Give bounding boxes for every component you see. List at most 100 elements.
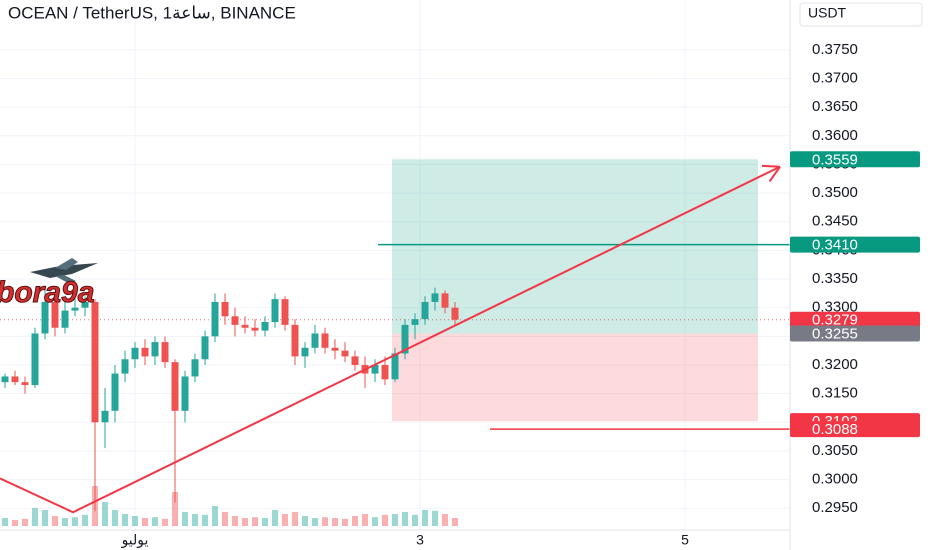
currency[interactable]: USDT — [808, 5, 847, 21]
volume-bar — [172, 492, 178, 526]
volume-bar — [262, 518, 268, 526]
candle-body — [451, 307, 459, 320]
x-tick-label: 3 — [416, 532, 424, 548]
chart-title: OCEAN / TetherUS, 1ساعة, BINANCE — [8, 3, 296, 22]
candle-body — [31, 333, 39, 386]
jet-wing — [55, 258, 78, 270]
candle-body — [431, 293, 439, 302]
candle-body — [221, 301, 229, 317]
candle-body — [141, 347, 149, 357]
volume-bar — [42, 510, 48, 526]
volume-bar — [122, 514, 128, 526]
y-tick-label: 0.3700 — [812, 69, 858, 86]
y-tick-label: 0.3600 — [812, 127, 858, 144]
candle-body — [51, 301, 59, 328]
candle-body — [171, 362, 179, 411]
y-tick-label: 0.3650 — [812, 98, 858, 115]
candle-body — [311, 333, 319, 348]
price-tag-label: 0.3559 — [812, 151, 858, 168]
x-tick-label: 5 — [681, 532, 689, 548]
candle-body — [421, 301, 429, 320]
candle-body — [441, 293, 449, 308]
candle-body — [301, 347, 309, 357]
volume-bar — [192, 514, 198, 526]
volume-bar — [232, 516, 238, 526]
candle-body — [191, 359, 199, 377]
position-profit-zone — [392, 159, 758, 334]
candle-body — [81, 301, 89, 308]
volume-bar — [252, 517, 258, 526]
candle-body — [201, 336, 209, 360]
y-tick-label: 0.3200 — [812, 356, 858, 373]
volume-bar — [442, 514, 448, 526]
volume-bar — [352, 516, 358, 526]
volume-bar — [102, 502, 108, 526]
candle-body — [151, 342, 159, 357]
volume-bar — [402, 512, 408, 526]
volume-bar — [432, 510, 438, 526]
candle-body — [391, 353, 399, 380]
jet-icon — [30, 263, 98, 278]
volume-bar — [152, 517, 158, 526]
y-tick-label: 0.3000 — [812, 471, 858, 488]
volume-bar — [372, 517, 378, 526]
price-tag-label: 0.3088 — [812, 421, 858, 438]
price-tag-label: 0.3279 — [812, 312, 858, 329]
volume-bar — [32, 508, 38, 526]
volume-bar — [312, 518, 318, 526]
candle-body — [111, 373, 119, 411]
candle-body — [11, 376, 19, 383]
candle-body — [61, 310, 69, 328]
candle-body — [321, 333, 329, 348]
candle-body — [21, 382, 29, 386]
candle-body — [91, 301, 99, 423]
y-tick-label: 0.3150 — [812, 385, 858, 402]
candle-body — [101, 410, 109, 423]
volume-bar — [392, 514, 398, 526]
volume-bar — [72, 517, 78, 526]
candle-body — [241, 324, 249, 328]
price-tag-label: 0.3410 — [812, 237, 858, 254]
y-tick-label: 0.3350 — [812, 270, 858, 287]
candle-body — [341, 350, 349, 357]
candle-body — [181, 376, 189, 411]
candle-body — [261, 322, 269, 331]
candle-body — [401, 324, 409, 354]
position-loss-zone — [392, 333, 758, 422]
volume-bar — [142, 518, 148, 526]
candle-body — [411, 319, 419, 325]
candle-body — [271, 299, 279, 323]
y-tick-label: 0.3500 — [812, 184, 858, 201]
volume-bar — [342, 518, 348, 526]
price-tag-label: 0.3255 — [812, 325, 858, 342]
candle-body — [351, 356, 359, 365]
volume-bar — [52, 516, 58, 526]
candle-body — [71, 307, 79, 311]
volume-bar — [12, 520, 18, 526]
watermark-icon — [30, 258, 98, 284]
layers — [0, 0, 790, 530]
volume-bar — [22, 518, 28, 526]
candle-body — [161, 342, 169, 363]
candle-body — [1, 376, 9, 383]
volume-bar — [222, 512, 228, 526]
volume-bar — [422, 510, 428, 526]
volume-bar — [212, 506, 218, 526]
volume-bar — [332, 518, 338, 526]
y-tick-label: 0.2950 — [812, 499, 858, 516]
price-tag — [790, 151, 920, 168]
price-tag — [790, 325, 920, 342]
volume-bar — [452, 518, 458, 526]
trend-arrow-head — [761, 164, 781, 168]
volume-bar — [242, 518, 248, 526]
volume-bar — [132, 516, 138, 526]
candle-body — [211, 301, 219, 337]
volume-bar — [362, 514, 368, 526]
candle-body — [291, 324, 299, 357]
currency-box[interactable] — [799, 2, 923, 27]
volume-bar — [162, 518, 168, 526]
volume-bar — [182, 512, 188, 526]
trend-line — [0, 165, 781, 514]
price-tag — [790, 421, 920, 438]
